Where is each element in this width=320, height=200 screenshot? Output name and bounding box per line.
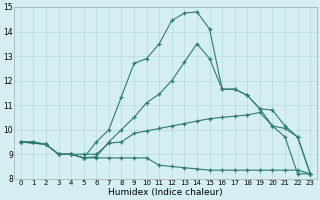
X-axis label: Humidex (Indice chaleur): Humidex (Indice chaleur) (108, 188, 223, 197)
